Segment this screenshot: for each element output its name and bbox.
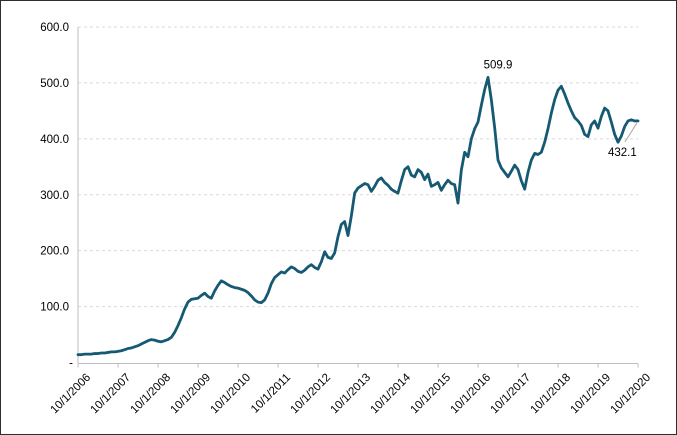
x-axis-label: 10/1/2010 bbox=[208, 372, 253, 417]
x-axis-label: 10/1/2009 bbox=[168, 372, 213, 417]
x-axis-label: 10/1/2012 bbox=[288, 372, 333, 417]
y-axis-label: 600.0 bbox=[40, 22, 69, 34]
y-axis-label: 300.0 bbox=[40, 190, 69, 202]
x-axis-label: 10/1/2011 bbox=[249, 372, 293, 416]
x-axis-label: 10/1/2019 bbox=[568, 372, 613, 417]
x-axis-label: 10/1/2006 bbox=[48, 372, 93, 417]
data-series-line bbox=[76, 75, 640, 357]
y-axis-label: 400.0 bbox=[40, 134, 69, 146]
leader-line bbox=[624, 122, 638, 143]
x-axis-label: 10/1/2014 bbox=[368, 371, 413, 416]
y-axis-label: - bbox=[69, 358, 73, 370]
x-axis-label: 10/1/2018 bbox=[528, 372, 573, 417]
y-axis-label: 500.0 bbox=[40, 78, 69, 90]
data-label: 432.1 bbox=[608, 147, 637, 159]
x-axis-label: 10/1/2017 bbox=[488, 372, 533, 417]
x-axis-label: 10/1/2013 bbox=[328, 372, 373, 417]
y-axis-label: 200.0 bbox=[40, 246, 69, 258]
y-axis-label: 100.0 bbox=[40, 302, 69, 314]
x-axis-label: 10/1/2016 bbox=[448, 372, 493, 417]
x-axis-label: 10/1/2020 bbox=[608, 372, 653, 417]
data-label: 509.9 bbox=[484, 59, 513, 71]
x-axis-label: 10/1/2007 bbox=[88, 372, 133, 417]
x-axis-label: 10/1/2015 bbox=[408, 372, 453, 417]
x-axis-label: 10/1/2008 bbox=[128, 372, 173, 417]
